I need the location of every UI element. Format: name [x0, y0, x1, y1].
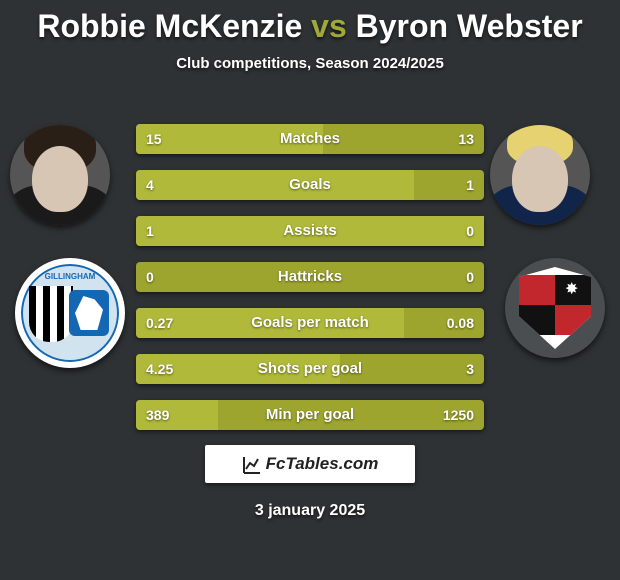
stat-label: Goals per match [136, 308, 484, 338]
brand-badge: FcTables.com [205, 445, 415, 483]
stat-row: 3891250Min per goal [136, 400, 484, 430]
stat-row: 0.270.08Goals per match [136, 308, 484, 338]
player2-club-badge: ✸ [505, 258, 605, 358]
stat-row: 41Goals [136, 170, 484, 200]
stat-label: Shots per goal [136, 354, 484, 384]
stat-label: Assists [136, 216, 484, 246]
stat-row: 4.253Shots per goal [136, 354, 484, 384]
stat-row: 1513Matches [136, 124, 484, 154]
stat-bars: 1513Matches 41Goals 10Assists 00Hattricks 0.… [136, 124, 484, 446]
chart-icon [242, 455, 262, 475]
player1-avatar [10, 125, 110, 225]
stat-row: 10Assists [136, 216, 484, 246]
title-player1: Robbie McKenzie [37, 8, 302, 44]
player1-club-badge: GILLINGHAM [15, 258, 125, 368]
stat-label: Matches [136, 124, 484, 154]
player2-avatar [490, 125, 590, 225]
title-player2: Byron Webster [356, 8, 583, 44]
brand-text: FcTables.com [266, 454, 379, 473]
stat-label: Goals [136, 170, 484, 200]
stat-row: 00Hattricks [136, 262, 484, 292]
stat-label: Hattricks [136, 262, 484, 292]
comparison-title: Robbie McKenzie vs Byron Webster [0, 0, 620, 45]
subtitle: Club competitions, Season 2024/2025 [0, 55, 620, 72]
title-vs: vs [311, 8, 347, 44]
date-label: 3 january 2025 [0, 502, 620, 520]
stat-label: Min per goal [136, 400, 484, 430]
